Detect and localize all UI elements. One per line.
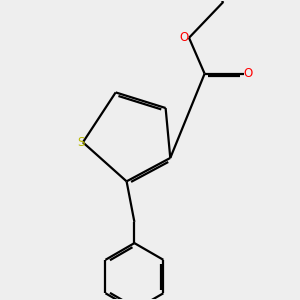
Text: S: S bbox=[77, 136, 84, 149]
Text: O: O bbox=[180, 31, 189, 44]
Text: O: O bbox=[244, 67, 253, 80]
